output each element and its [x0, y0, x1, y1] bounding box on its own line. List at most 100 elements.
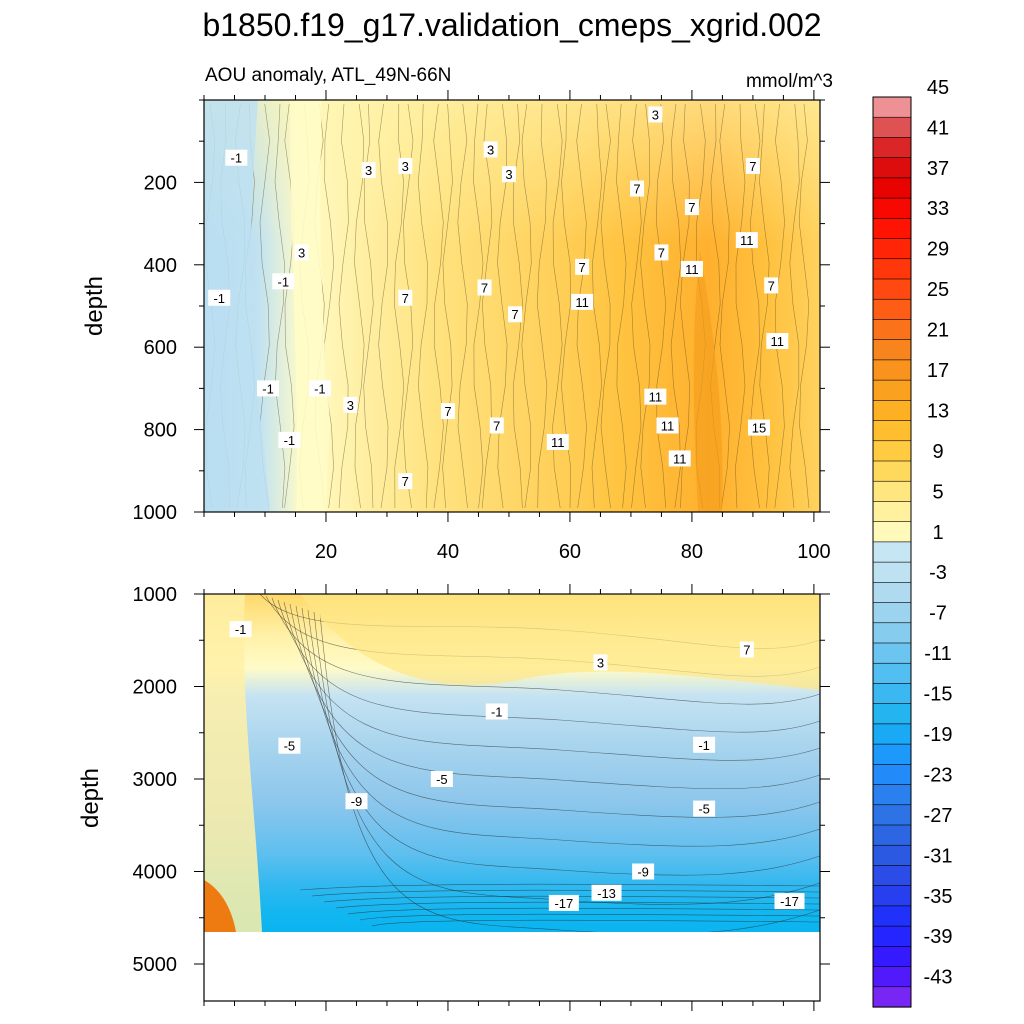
contour-label-text: 11: [661, 418, 675, 433]
contour-label: -5: [430, 771, 453, 787]
shallow-positive-region: [300, 594, 820, 690]
lower-contour-labels: -1-1-137-5-5-5-9-9-13-17 -17: [229, 621, 805, 911]
contour-label-box: [208, 289, 231, 306]
contour-line: [442, 103, 453, 509]
contour-label: -1: [278, 431, 301, 448]
contour-label: 7: [684, 199, 699, 216]
contour-line: [735, 103, 746, 509]
negative-anomaly-region: [204, 100, 270, 512]
contour-line: [616, 103, 627, 509]
contour-label: 3: [483, 141, 498, 158]
colorbar-label: -15: [924, 684, 953, 706]
contour-label-text: 11: [771, 334, 785, 349]
contour-label-box: [766, 333, 789, 350]
contour-label-box: [398, 157, 413, 174]
colorbar-label: 25: [927, 279, 949, 301]
colorbar-swatch: [872, 582, 912, 604]
colorbar-swatch: [872, 844, 912, 867]
colorbar-swatch: [872, 218, 912, 240]
colorbar-swatch: [872, 116, 912, 139]
x-tick-label: 20: [315, 541, 337, 563]
colorbar-label: 5: [932, 481, 943, 503]
colorbar-swatch: [872, 683, 912, 705]
contour-label-box: [294, 244, 309, 261]
x-tick-label: 80: [681, 541, 703, 563]
colorbar-swatch: [872, 561, 912, 583]
y-tick-label: 2000: [133, 677, 178, 699]
y-tick-label: 3000: [133, 769, 178, 791]
contour-label: 3: [501, 166, 516, 183]
contour-label: 11: [766, 333, 789, 350]
contour-label-box: [361, 162, 376, 179]
colorbar-swatch: [872, 359, 912, 381]
contour-line: [774, 103, 785, 509]
contour-label-text: 7: [743, 643, 750, 658]
contour-line: [670, 103, 682, 509]
contour-line: [655, 103, 667, 509]
contour-line: [299, 883, 821, 891]
contour-line: [359, 913, 821, 921]
colorbar-swatch: [872, 541, 912, 563]
y-tick-label: 200: [144, 172, 177, 194]
colorbar-label: 17: [927, 360, 949, 382]
contour-label-box: [693, 800, 716, 817]
contour-label-box: [548, 894, 579, 911]
contour-label-text: 11: [740, 233, 754, 248]
upper-contour-labels: -1-1-1-1 -1-13 333333777777777777111111111…: [208, 106, 789, 490]
colorbar-swatch: [872, 804, 912, 826]
colorbar-label: 1: [932, 522, 943, 544]
contour-label-box: [508, 306, 523, 323]
contour-line: [457, 103, 468, 509]
x-tick-label: 100: [797, 541, 830, 563]
colorbar-swatch: [872, 764, 912, 786]
near-zero-region: [290, 100, 330, 512]
contour-label-text: -9: [637, 865, 649, 880]
contour-line: [640, 103, 651, 509]
colorbar-swatch: [872, 420, 912, 442]
colorbar-swatch: [872, 96, 912, 118]
contour-line: [679, 103, 691, 509]
colorbar-swatch: [872, 157, 912, 179]
colorbar-swatch: [872, 925, 912, 947]
contour-line: [481, 103, 493, 509]
contour-label-box: [343, 396, 358, 413]
contour-label: 11: [571, 293, 594, 310]
contour-label-box: [648, 106, 663, 123]
contour-label: 11: [735, 232, 758, 249]
colorbar-label: 21: [927, 320, 949, 342]
contour-label-box: [398, 473, 413, 490]
contour-line: [319, 613, 821, 935]
contour-label-box: [656, 417, 679, 434]
contour-line: [591, 103, 603, 509]
colorbar: 45 41 37 33 29 25 21 17 13 9 5 1 -3 -7 -11 -15 -19 -23 -27…: [872, 77, 953, 1008]
contour-label-box: [654, 244, 669, 261]
contour-label: -13: [591, 884, 622, 901]
contour-label-text: -1: [231, 151, 243, 166]
colorbar-swatch: [872, 966, 912, 988]
contour-label-text: 7: [688, 200, 695, 215]
y-tick-label: 600: [144, 337, 177, 359]
high-anomaly-region: [204, 880, 236, 932]
y-tick-label: 5000: [133, 954, 178, 976]
contour-label: -1: [225, 149, 248, 166]
colorbar-swatch: [872, 501, 912, 523]
colorbar-swatch: [872, 379, 912, 401]
colorbar-label: -31: [924, 845, 953, 867]
y-tick-label: 4000: [133, 862, 178, 884]
lower-missing-data-area: [204, 932, 820, 1001]
x-tick-label: 40: [437, 541, 459, 563]
contour-label: -17: [774, 893, 805, 910]
contour-label-text: -13: [597, 886, 616, 901]
colorbar-swatch: [872, 197, 912, 219]
contour-label-text: 3: [652, 107, 659, 122]
colorbar-swatch: [872, 278, 912, 300]
y-tick-label: 1000: [133, 584, 178, 606]
colorbar-swatch: [872, 986, 912, 1008]
chart-title: b1850.f19_g17.validation_cmeps_xgrid.002: [202, 7, 821, 43]
colorbar-label: -23: [924, 764, 953, 786]
colorbar-label: -3: [929, 562, 947, 584]
upper-contour-lines: [204, 100, 810, 512]
contour-label: 3: [593, 654, 608, 671]
contour-label-text: 3: [298, 245, 305, 260]
contour-label-box: [693, 736, 716, 753]
